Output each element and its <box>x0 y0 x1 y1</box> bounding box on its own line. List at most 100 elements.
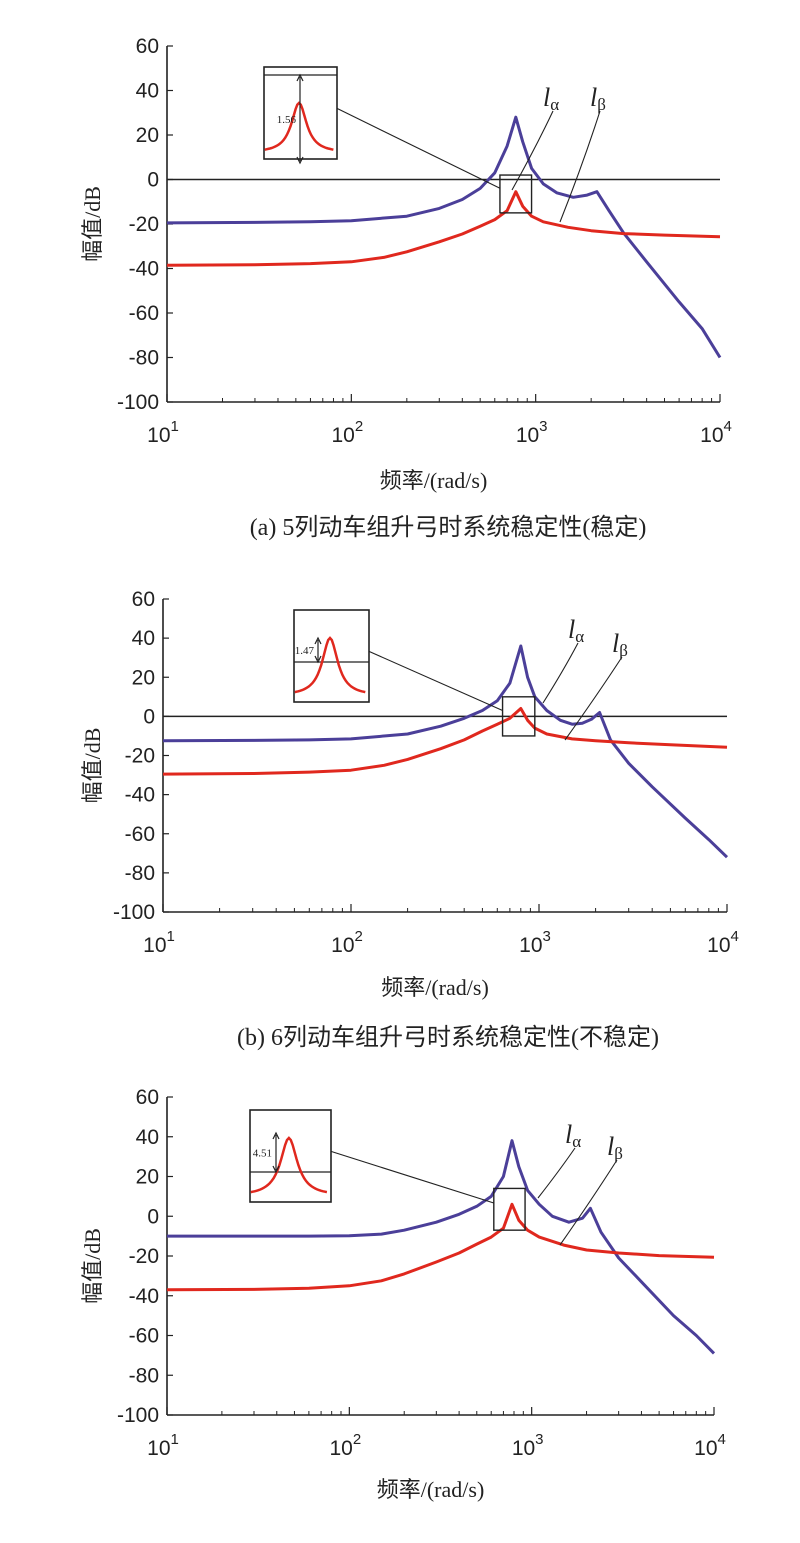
y-tick-label: 0 <box>147 1205 159 1228</box>
label-l-beta: lβ <box>612 629 628 660</box>
inset-peak-curve <box>250 1136 328 1194</box>
x-tick-label: 102 <box>331 418 363 447</box>
zoom-box <box>501 696 536 737</box>
x-tick-exponent: 3 <box>539 418 547 435</box>
label-leader-line <box>559 110 601 223</box>
y-tick-label: 60 <box>136 1086 159 1109</box>
label-letter: l <box>607 1132 614 1161</box>
label-subscript: α <box>550 95 559 114</box>
y-tick-label: -40 <box>129 258 159 281</box>
x-tick-base: 10 <box>707 934 730 957</box>
y-tick-label: -100 <box>117 1404 159 1427</box>
x-tick-label: 101 <box>143 928 175 957</box>
series-l-alpha-line <box>167 1139 716 1355</box>
label-leader-line <box>511 110 554 191</box>
inset-value-label: 4.51 <box>253 1148 272 1160</box>
y-tick-label: 0 <box>143 705 155 728</box>
label-letter: l <box>590 83 597 112</box>
inset-arrowhead-up <box>296 73 304 82</box>
x-tick-label: 102 <box>331 928 363 957</box>
label-leader-line <box>542 642 579 704</box>
y-tick-label: -60 <box>129 1325 159 1348</box>
inset-arrowhead-down <box>296 156 304 165</box>
figure-caption: (b) 6列动车组升弓时系统稳定性(不稳定) <box>237 1024 659 1051</box>
x-tick-base: 10 <box>147 424 170 447</box>
label-leader-line <box>559 1159 618 1246</box>
y-tick-label: -100 <box>117 391 159 414</box>
series-l-beta-line <box>166 1202 715 1292</box>
x-tick-base: 10 <box>512 1437 535 1460</box>
y-tick-label: 60 <box>136 35 159 58</box>
inset-connector <box>330 1150 494 1204</box>
x-tick-label: 104 <box>707 928 739 957</box>
x-tick-exponent: 3 <box>535 1431 543 1448</box>
series-l-beta-line <box>162 707 728 776</box>
y-tick-label: -20 <box>129 213 159 236</box>
label-l-alpha: lα <box>568 615 584 646</box>
x-tick-base: 10 <box>143 934 166 957</box>
label-letter: l <box>612 629 619 658</box>
x-tick-label: 104 <box>694 1431 726 1460</box>
x-tick-label: 103 <box>519 928 551 957</box>
label-l-alpha: lα <box>565 1120 581 1151</box>
zoom-box <box>499 174 533 214</box>
y-tick-label: 0 <box>147 169 159 192</box>
x-tick-label: 104 <box>700 418 732 447</box>
x-tick-exponent: 1 <box>171 418 179 435</box>
inset-connector <box>336 107 501 189</box>
series-l-beta-line <box>166 190 721 267</box>
x-tick-label: 103 <box>512 1431 544 1460</box>
inset-arrowhead-up <box>272 1131 280 1140</box>
y-axis-title: 幅值/dB <box>80 1228 105 1304</box>
x-tick-label: 101 <box>147 1431 179 1460</box>
label-subscript: β <box>597 95 606 114</box>
label-subscript: β <box>619 641 628 660</box>
inset-arrowhead-down <box>272 1165 280 1174</box>
label-subscript: α <box>575 627 584 646</box>
y-tick-label: -80 <box>129 347 159 370</box>
y-tick-label: -80 <box>125 862 155 885</box>
series-l-alpha-line <box>166 115 722 359</box>
y-tick-label: -60 <box>129 302 159 325</box>
x-tick-base: 10 <box>331 934 354 957</box>
label-l-beta: lβ <box>607 1132 623 1163</box>
y-tick-label: -100 <box>113 901 155 924</box>
x-tick-exponent: 2 <box>353 1431 361 1448</box>
inset-arrowhead-up <box>314 636 322 645</box>
x-tick-base: 10 <box>694 1437 717 1460</box>
x-tick-base: 10 <box>329 1437 352 1460</box>
y-tick-label: -20 <box>125 745 155 768</box>
inset-value-label: 1.47 <box>295 645 315 657</box>
x-axis-title: 频率/(rad/s) <box>381 975 489 1000</box>
label-subscript: α <box>572 1132 581 1151</box>
x-tick-exponent: 4 <box>731 928 739 945</box>
x-tick-exponent: 2 <box>355 418 363 435</box>
x-tick-label: 101 <box>147 418 179 447</box>
y-tick-label: 20 <box>136 1166 159 1189</box>
x-tick-exponent: 4 <box>718 1431 726 1448</box>
y-tick-label: 60 <box>132 588 155 611</box>
x-tick-exponent: 2 <box>355 928 363 945</box>
x-tick-exponent: 1 <box>167 928 175 945</box>
x-axis-title: 频率/(rad/s) <box>380 468 488 493</box>
y-tick-label: 40 <box>136 80 159 103</box>
x-tick-base: 10 <box>147 1437 170 1460</box>
x-tick-exponent: 4 <box>724 418 732 435</box>
inset-peak-curve <box>294 636 366 694</box>
x-tick-exponent: 3 <box>543 928 551 945</box>
label-letter: l <box>568 615 575 644</box>
y-tick-label: -40 <box>129 1285 159 1308</box>
x-tick-exponent: 1 <box>171 1431 179 1448</box>
label-leader-line <box>564 656 623 741</box>
inset-connector <box>368 650 503 712</box>
series-l-alpha-line <box>162 644 729 859</box>
x-tick-base: 10 <box>519 934 542 957</box>
y-tick-label: 40 <box>132 627 155 650</box>
y-tick-label: -80 <box>129 1364 159 1387</box>
label-subscript: β <box>614 1144 623 1163</box>
x-tick-base: 10 <box>516 424 539 447</box>
label-letter: l <box>565 1120 572 1149</box>
y-tick-label: -40 <box>125 784 155 807</box>
